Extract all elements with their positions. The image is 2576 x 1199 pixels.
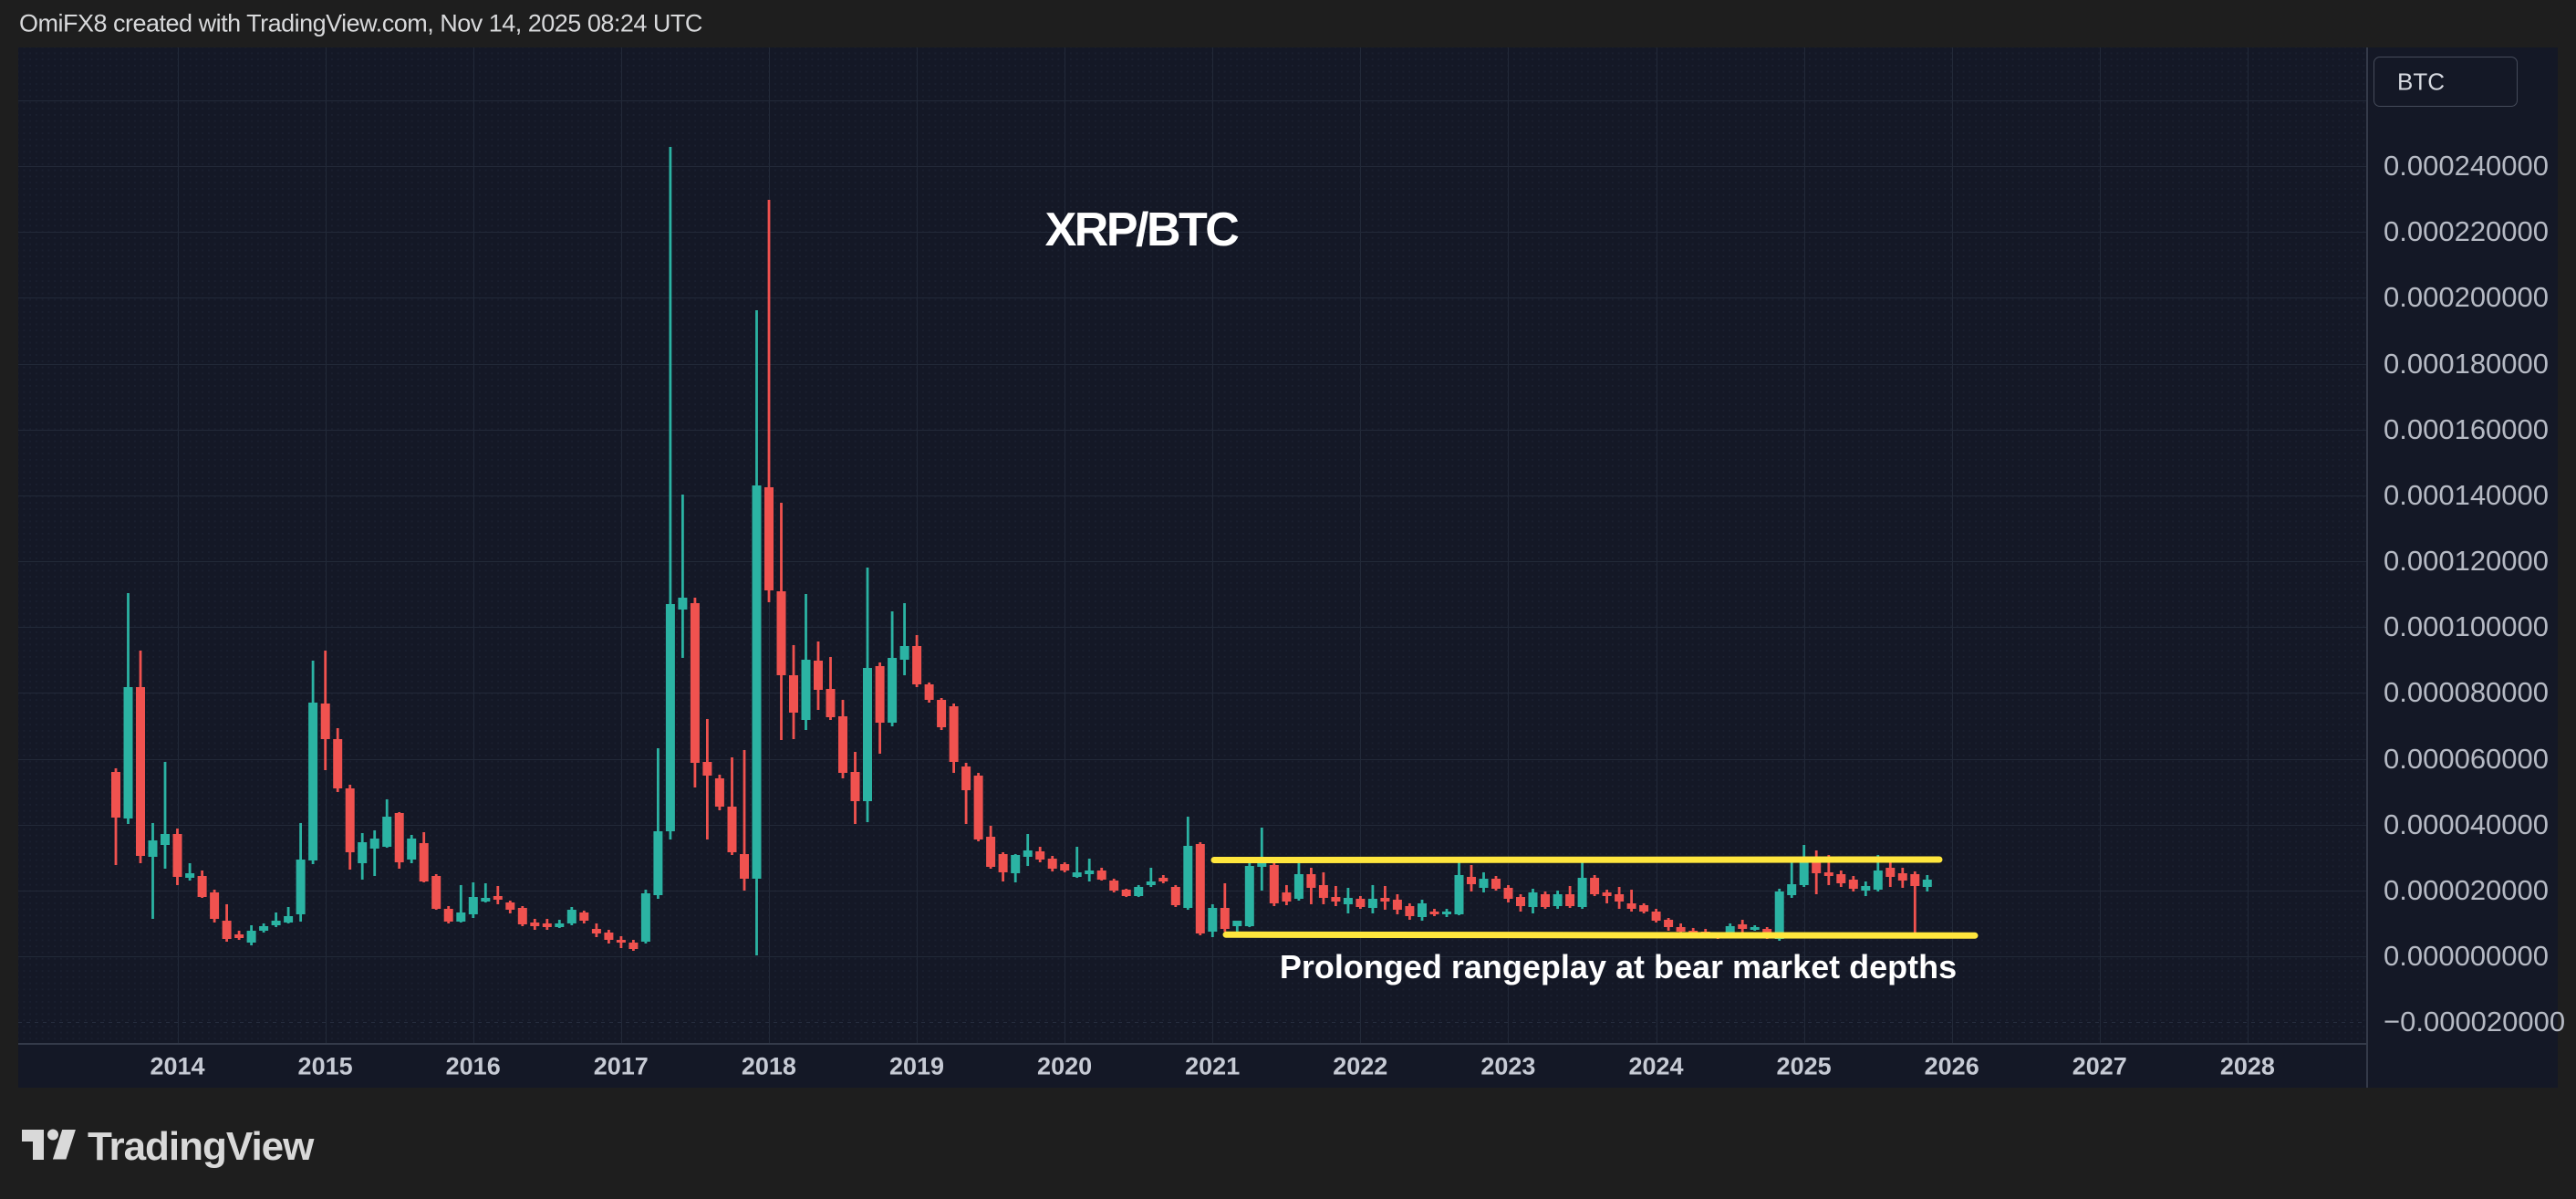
svg-text:TradingView: TradingView xyxy=(88,1129,315,1169)
